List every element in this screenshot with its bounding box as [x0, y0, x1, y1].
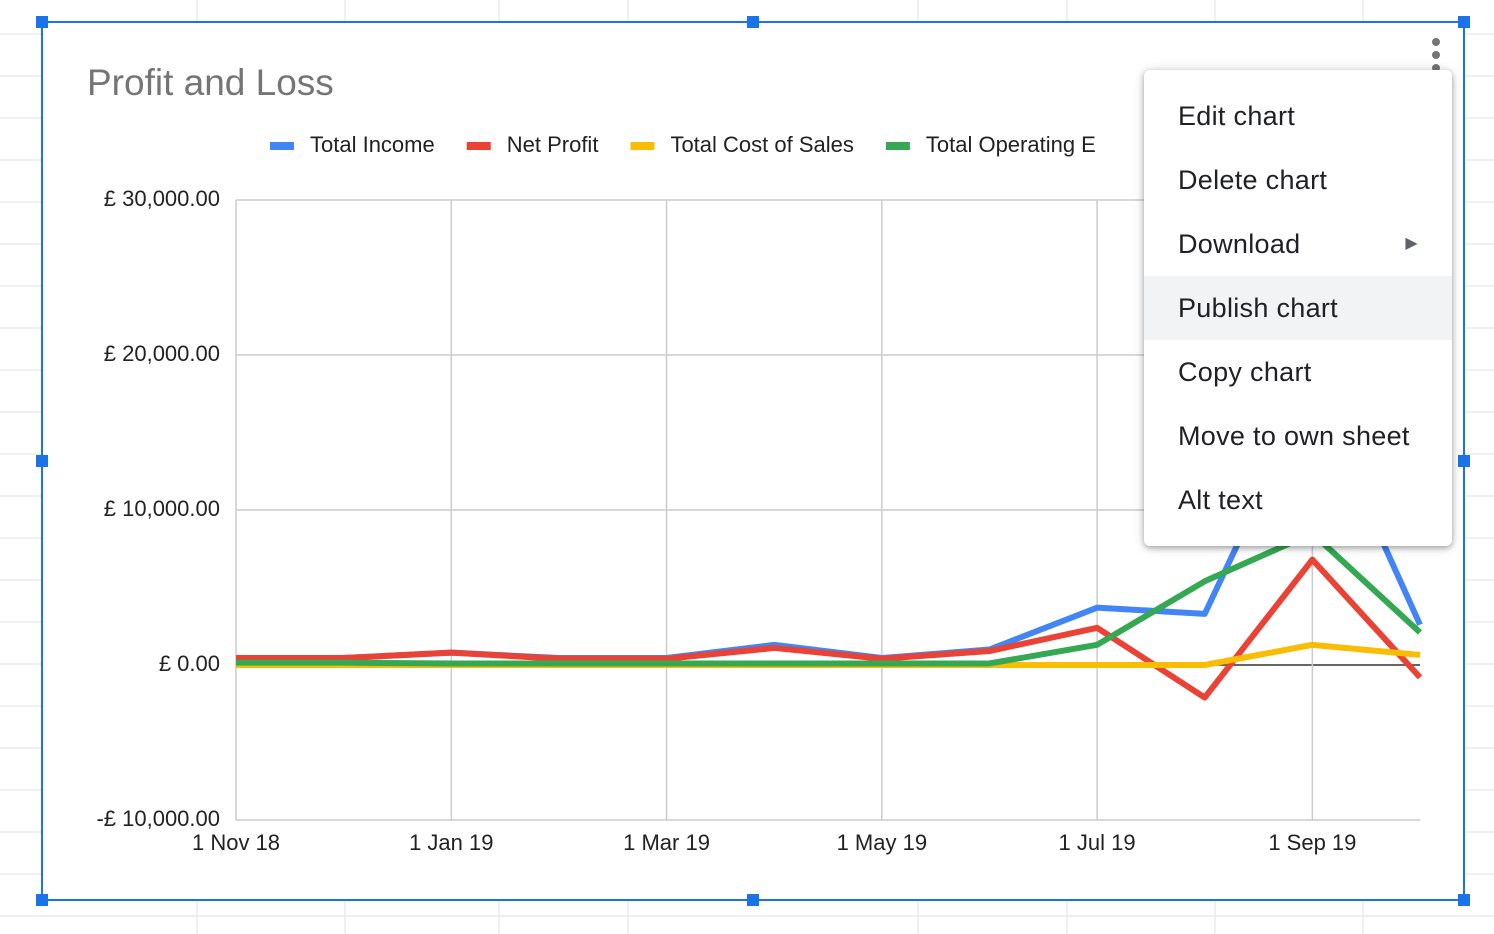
y-tick-label: £ 20,000.00 [104, 341, 220, 366]
legend-label: Net Profit [507, 132, 599, 157]
legend-swatch [630, 142, 655, 150]
y-tick-label: £ 10,000.00 [104, 496, 220, 521]
menu-item[interactable]: Edit chart [1144, 84, 1452, 148]
menu-item[interactable]: Download ▶ [1144, 212, 1452, 276]
x-tick-label: 1 Nov 18 [192, 830, 280, 855]
context-menu: Edit chart Delete chart Download ▶ Publish c… [1144, 70, 1452, 546]
x-tick-label: 1 Sep 19 [1268, 830, 1356, 855]
legend-swatch [270, 142, 294, 150]
legend-label: Total Income [310, 132, 435, 157]
legend-swatch [466, 142, 491, 150]
menu-item[interactable]: Move to own sheet [1144, 404, 1452, 468]
chart-options-button[interactable] [1432, 38, 1440, 72]
menu-item-label: Copy chart [1178, 357, 1312, 387]
resize-handles[interactable] [36, 16, 1470, 906]
series-line [236, 556, 1423, 701]
y-tick-label: -£ 10,000.00 [96, 806, 220, 831]
x-tick-label: 1 May 19 [837, 830, 928, 855]
menu-item-label: Edit chart [1178, 101, 1296, 131]
menu-item-label: Move to own sheet [1178, 421, 1410, 451]
menu-item-label: Delete chart [1178, 165, 1328, 195]
menu-item[interactable]: Alt text [1144, 468, 1452, 532]
series-line [236, 530, 1423, 667]
legend-label: Total Cost of Sales [670, 132, 853, 157]
x-tick-label: 1 Jul 19 [1059, 830, 1136, 855]
legend-swatch [885, 142, 910, 150]
menu-item[interactable]: Copy chart [1144, 340, 1452, 404]
y-tick-label: £ 0.00 [159, 651, 220, 676]
menu-item-label: Alt text [1178, 485, 1263, 515]
menu-item-label: Publish chart [1178, 293, 1338, 323]
chart-title: Profit and Loss [87, 62, 334, 103]
x-tick-label: 1 Jan 19 [409, 830, 493, 855]
menu-item[interactable]: Publish chart [1144, 276, 1452, 340]
legend-label: Total Operating E [926, 132, 1096, 157]
y-tick-label: £ 30,000.00 [104, 186, 220, 211]
menu-item[interactable]: Delete chart [1144, 148, 1452, 212]
menu-item-label: Download [1178, 229, 1301, 259]
submenu-arrow: ▶ [1405, 235, 1418, 252]
x-tick-label: 1 Mar 19 [623, 830, 710, 855]
